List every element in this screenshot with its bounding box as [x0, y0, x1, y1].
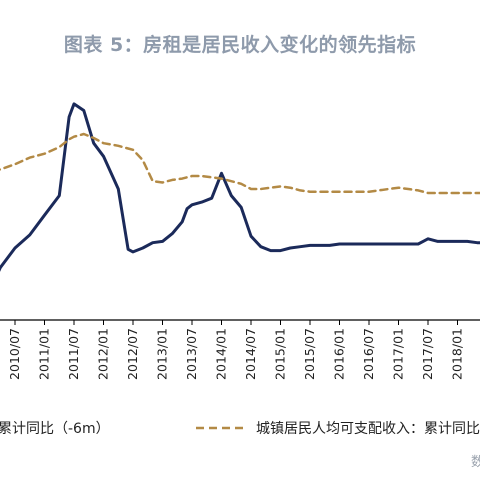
- legend: 累计同比（-6m） 城镇居民人均可支配收入：累计同比: [0, 421, 480, 437]
- x-tick-label: 2012/07: [125, 328, 140, 380]
- series-layer: [0, 102, 480, 272]
- series-line-1: [0, 102, 480, 272]
- tick-label-layer: 2010/07 2011/01 2011/07 2012/01 2012/07 2013/…: [7, 320, 480, 380]
- x-tick-label: 2015/07: [302, 328, 317, 380]
- x-tick-label: 2011/01: [37, 328, 52, 380]
- x-tick-label: 2014/07: [243, 328, 258, 380]
- x-tick-label: 2010/07: [7, 328, 22, 380]
- source-note: 数: [470, 455, 480, 470]
- series-line-2: [0, 132, 480, 195]
- x-tick-label: 2017/07: [420, 328, 435, 380]
- x-tick-label: 2011/07: [66, 328, 81, 380]
- x-tick-label: 2016/01: [332, 328, 347, 380]
- legend-label-series-1: 累计同比（-6m）: [0, 421, 110, 437]
- chart-title: 图表 5：房租是居民收入变化的领先指标: [63, 34, 417, 56]
- x-tick-label: 2017/01: [391, 328, 406, 380]
- x-tick-label: 2013/07: [184, 328, 199, 380]
- x-tick-label: 2016/07: [361, 328, 376, 380]
- x-tick-label: 2013/01: [155, 328, 170, 380]
- x-tick-label: 2012/01: [96, 328, 111, 380]
- x-tick-label: 2018/01: [450, 328, 465, 380]
- x-tick-label: 2015/01: [273, 328, 288, 380]
- x-tick-label: 2014/01: [214, 328, 229, 380]
- legend-label-series-2: 城镇居民人均可支配收入：累计同比: [256, 421, 480, 437]
